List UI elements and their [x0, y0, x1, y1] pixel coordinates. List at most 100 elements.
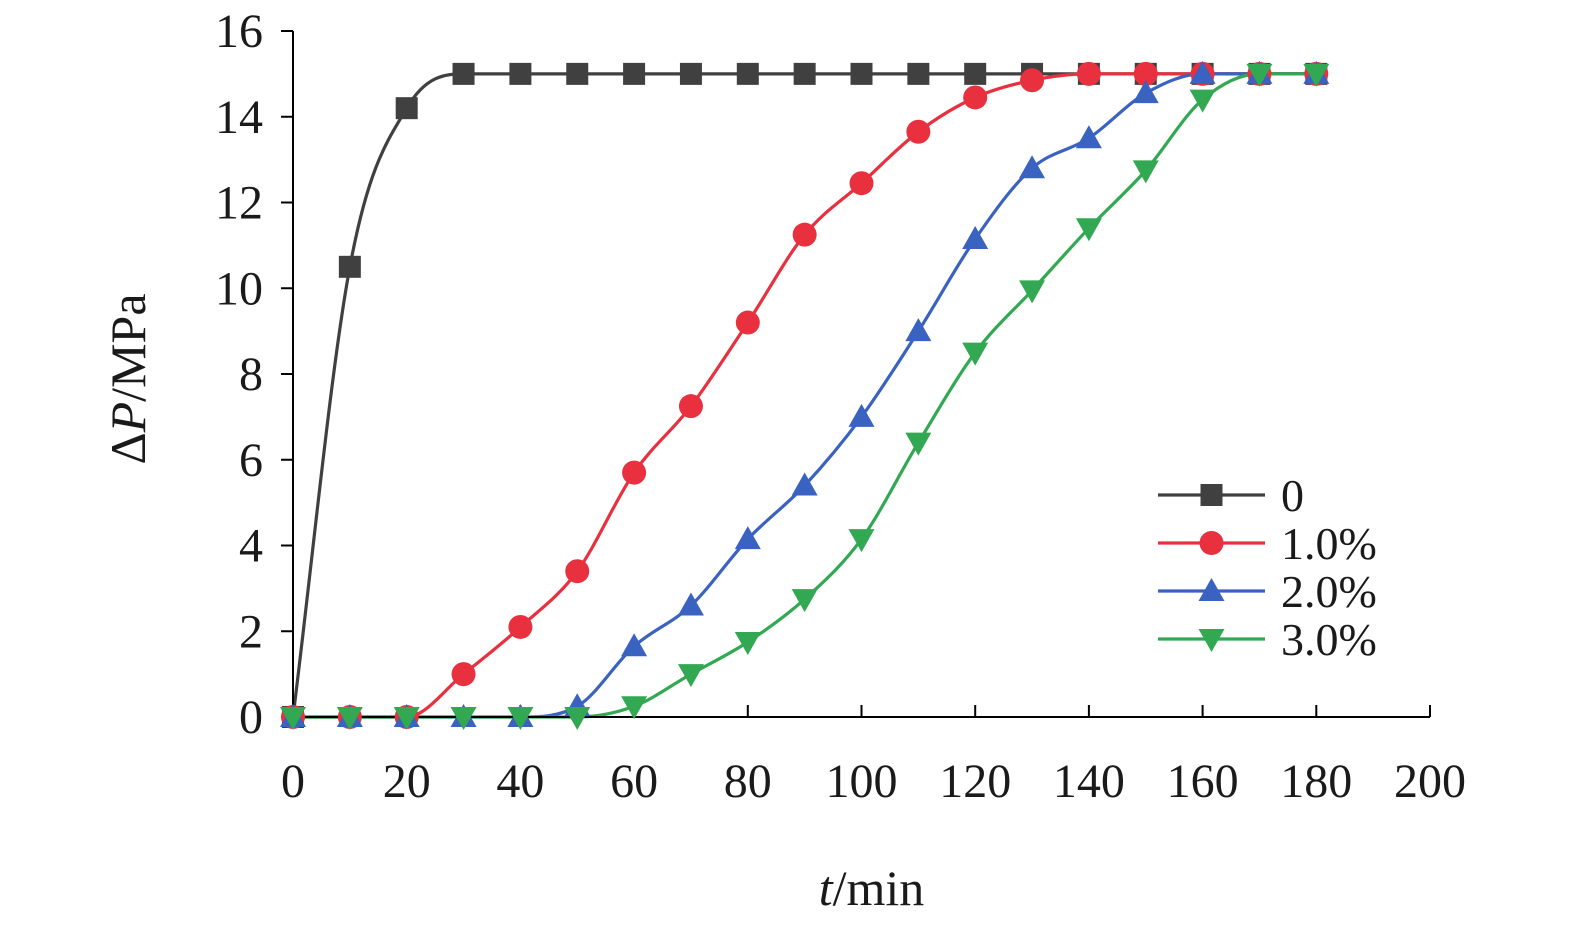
data-point-3-0-160: [1189, 89, 1216, 113]
x-tick-label-20: 20: [383, 755, 431, 808]
legend-label-1-0: 1.0%: [1281, 518, 1377, 569]
series-line-2-0: [292, 72, 1317, 719]
data-point-3-0-90: [791, 589, 818, 613]
data-point-1-0-130: [1020, 68, 1045, 93]
data-point-0-30: [452, 62, 475, 85]
data-point-1-0-30: [451, 662, 476, 687]
data-point-2-0-100: [848, 403, 875, 427]
data-point-0-100: [850, 62, 873, 85]
data-point-1-0-50: [565, 559, 590, 584]
marker-layer: [280, 60, 1330, 730]
x-tick-label-140: 140: [1053, 755, 1125, 808]
x-tick-label-60: 60: [610, 755, 658, 808]
x-tick-label-160: 160: [1167, 755, 1239, 808]
data-point-2-0-130: [1019, 155, 1046, 179]
data-point-3-0-110: [905, 432, 932, 456]
series-markers-1-0: [281, 61, 1329, 729]
y-tick-label-0: 0: [239, 691, 263, 744]
data-point-3-0-40: [507, 707, 534, 730]
y-tick-label-8: 8: [239, 348, 263, 401]
x-axis-title: t/min: [819, 860, 925, 916]
x-tick-label-0: 0: [281, 755, 305, 808]
legend-label-3-0: 3.0%: [1281, 614, 1377, 665]
data-point-2-0-110: [905, 318, 932, 342]
legend-marker-0: [1200, 484, 1223, 506]
y-tick-label-12: 12: [215, 177, 263, 230]
data-point-0-40: [509, 62, 532, 85]
data-point-3-0-120: [962, 342, 989, 366]
data-point-0-10: [338, 255, 361, 278]
data-point-3-0-150: [1132, 160, 1159, 184]
data-point-0-50: [566, 62, 589, 85]
data-point-3-0-30: [450, 707, 477, 730]
data-point-3-0-50: [564, 707, 591, 730]
y-tick-label-10: 10: [215, 262, 263, 315]
data-point-1-0-120: [963, 85, 988, 110]
legend-label-0: 0: [1281, 470, 1304, 521]
series-markers-0: [282, 62, 1328, 728]
data-point-3-0-80: [734, 631, 761, 655]
data-point-0-20: [395, 97, 418, 120]
data-point-3-0-20: [393, 707, 420, 730]
x-tick-label-100: 100: [826, 755, 898, 808]
data-point-3-0-140: [1075, 218, 1102, 242]
data-point-0-80: [736, 62, 759, 85]
data-point-1-0-90: [792, 222, 817, 247]
data-point-2-0-70: [677, 592, 704, 616]
legend-item-3-0: 3.0%: [1158, 614, 1377, 665]
data-point-2-0-60: [621, 633, 648, 657]
x-tick-label-80: 80: [724, 755, 772, 808]
y-tick-label-4: 4: [239, 520, 263, 573]
data-point-3-0-180: [1303, 63, 1330, 87]
data-point-3-0-170: [1246, 63, 1273, 87]
axis-layer: [281, 30, 1431, 718]
data-point-0-90: [793, 62, 816, 85]
y-tick-label-16: 16: [215, 5, 263, 58]
legend-label-2-0: 2.0%: [1281, 566, 1377, 617]
data-point-0-60: [623, 62, 646, 85]
data-point-0-120: [964, 62, 987, 85]
data-point-1-0-40: [508, 614, 533, 639]
legend: 01.0%2.0%3.0%: [1158, 470, 1377, 665]
series-markers-3-0: [280, 63, 1330, 730]
data-point-2-0-90: [791, 472, 818, 496]
data-point-0-70: [679, 62, 702, 85]
series-line-0: [291, 72, 1317, 718]
legend-item-1-0: 1.0%: [1158, 518, 1377, 569]
data-point-2-0-140: [1075, 125, 1102, 149]
data-point-1-0-100: [849, 171, 874, 196]
data-point-3-0-70: [677, 664, 704, 688]
data-point-3-0-100: [848, 529, 875, 553]
y-tick-label-14: 14: [215, 91, 263, 144]
data-point-1-0-60: [622, 460, 647, 485]
legend-marker-1-0: [1199, 531, 1224, 555]
legend-marker-3-0: [1198, 629, 1225, 652]
series-line-3-0: [292, 72, 1317, 719]
data-point-2-0-80: [734, 526, 761, 550]
legend-item-0: 0: [1158, 470, 1304, 521]
data-point-1-0-80: [735, 310, 760, 335]
data-point-3-0-130: [1019, 280, 1046, 304]
y-tick-label-2: 2: [239, 605, 263, 658]
series-layer: [291, 72, 1317, 719]
y-axis-title: ΔP/MPa: [100, 293, 156, 464]
data-point-3-0-60: [621, 696, 648, 720]
x-tick-label-40: 40: [496, 755, 544, 808]
data-point-2-0-120: [962, 225, 989, 249]
legend-marker-2-0: [1198, 578, 1225, 601]
legend-item-2-0: 2.0%: [1158, 566, 1377, 617]
data-point-1-0-140: [1076, 61, 1101, 86]
series-line-1-0: [292, 72, 1317, 719]
x-tick-label-180: 180: [1280, 755, 1352, 808]
x-tick-label-120: 120: [939, 755, 1011, 808]
data-point-2-0-150: [1132, 80, 1159, 104]
data-point-0-110: [907, 62, 930, 85]
data-point-1-0-70: [678, 394, 703, 419]
series-markers-2-0: [280, 60, 1330, 727]
data-point-1-0-110: [906, 119, 931, 144]
data-point-3-0-0: [280, 707, 306, 730]
data-point-3-0-10: [336, 707, 363, 730]
